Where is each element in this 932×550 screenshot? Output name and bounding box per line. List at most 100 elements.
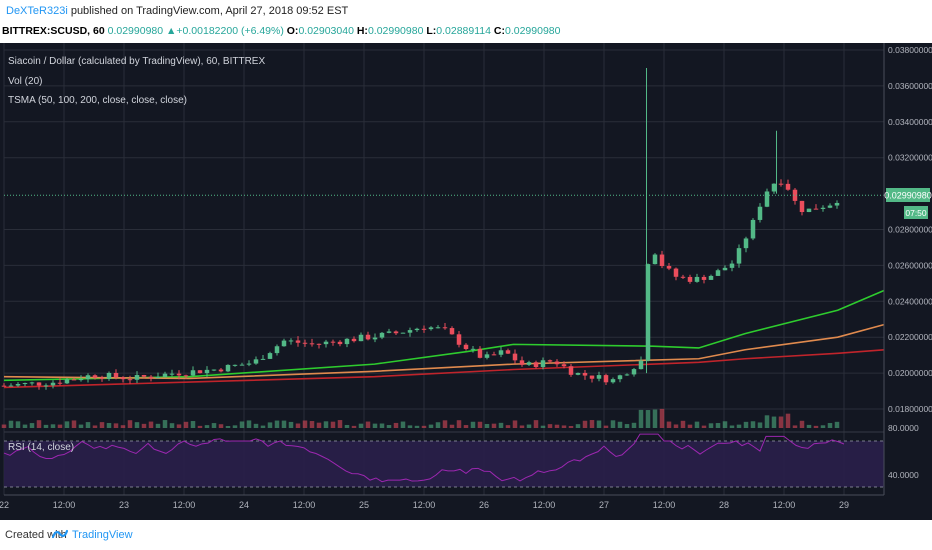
legend-rsi[interactable]: RSI (14, close) — [8, 442, 74, 453]
candle-body — [743, 238, 749, 249]
legend-tsma[interactable]: TSMA (50, 100, 200, close, close, close) — [8, 95, 187, 106]
current-price-badge — [886, 188, 930, 202]
candle-body — [512, 353, 518, 361]
volume-bar — [169, 423, 175, 428]
candle-body — [365, 334, 371, 340]
volume-bar — [827, 423, 833, 428]
candle-body — [190, 370, 196, 376]
publish-info: DeXTeR323i published on TradingView.com,… — [6, 5, 348, 17]
candle-body — [22, 383, 28, 385]
price-chart[interactable]: 0.03800000 0.03600000 0.03400000 0.03200000… — [0, 43, 932, 520]
time-axis[interactable]: 22 12:00 23 12:00 24 12:00 25 12:00 26 12:00 27 12:… — [0, 500, 849, 510]
price-tick-label: 0.03600000 — [888, 81, 932, 91]
high-value: 0.02990980 — [367, 25, 424, 37]
candle-body — [253, 359, 259, 364]
volume-bar — [673, 424, 679, 428]
candle-body — [120, 377, 126, 380]
volume-bar — [554, 424, 560, 428]
volume-bar — [365, 421, 371, 428]
legend-title[interactable]: Siacoin / Dollar (calculated by TradingV… — [8, 56, 265, 67]
volume-bar — [141, 423, 147, 428]
ohlc-line: BITTREX:SCUSD, 60 0.02990980 ▲+0.0018220… — [2, 25, 560, 37]
rsi-band — [4, 441, 884, 487]
candle-body — [232, 364, 238, 366]
candle-body — [274, 346, 280, 354]
volume-bar — [176, 424, 182, 428]
candle-body — [225, 364, 231, 372]
author-link[interactable]: DeXTeR323i — [6, 5, 68, 17]
candle-body — [148, 376, 154, 379]
ma100-line — [3, 323, 885, 380]
volume-bar — [491, 423, 497, 428]
volume-bar — [750, 421, 756, 428]
volume-bar — [582, 420, 588, 428]
volume-bar — [148, 421, 154, 428]
candle-body — [449, 328, 455, 335]
candle-body — [127, 379, 133, 381]
candle-body — [351, 338, 357, 342]
ma50-line — [3, 289, 885, 382]
volume-bar — [561, 425, 567, 428]
low-value: 0.02889114 — [436, 25, 491, 37]
candle-body — [15, 384, 21, 386]
candle-body — [358, 334, 364, 342]
candle-body — [750, 219, 756, 239]
candle-body — [617, 375, 623, 380]
candle-body — [498, 350, 504, 355]
volume-bar — [393, 422, 399, 428]
created-with: Created with — [5, 529, 67, 541]
candle-body — [764, 191, 770, 207]
candle-body — [827, 205, 833, 208]
tradingview-brand[interactable]: TradingView — [72, 529, 133, 541]
candle-body — [197, 370, 203, 374]
volume-bar — [596, 420, 602, 428]
volume-bar — [197, 425, 203, 428]
countdown-badge — [904, 206, 928, 219]
volume-bar — [106, 423, 112, 428]
volume-bar — [442, 420, 448, 428]
volume-bar — [239, 421, 245, 428]
volume-bar — [435, 422, 441, 428]
volume-bar — [813, 425, 819, 428]
volume-bar — [519, 425, 525, 428]
candle-body — [631, 369, 637, 375]
volume-bar — [85, 422, 91, 428]
rsi-axis[interactable]: 80.0000 40.0000 — [888, 423, 919, 480]
tradingview-logo-icon[interactable] — [52, 526, 68, 542]
candle-body — [169, 373, 175, 375]
candle-body — [99, 377, 105, 379]
ma200-line — [3, 348, 885, 389]
volume-bar — [722, 421, 728, 428]
candle-body — [288, 340, 294, 342]
candle-body — [792, 189, 798, 201]
candle-body — [624, 374, 630, 376]
candle-body — [638, 360, 644, 370]
candle-body — [729, 263, 735, 268]
volume-bar — [414, 425, 420, 428]
volume-bar — [358, 423, 364, 428]
candle-body — [57, 382, 63, 384]
price-axis[interactable]: 0.03800000 0.03600000 0.03400000 0.03200000… — [888, 45, 932, 414]
volume-bar — [29, 423, 35, 428]
candle-body — [435, 327, 441, 329]
volume-bar — [624, 424, 630, 428]
volume-bar — [568, 425, 574, 428]
volume-bar — [204, 425, 210, 428]
candle-body — [484, 354, 490, 358]
candle-body — [295, 340, 301, 343]
volume-bar — [834, 421, 840, 428]
volume-bar — [694, 421, 700, 428]
price-tick-label: 0.02400000 — [888, 296, 932, 306]
candle-body — [645, 264, 651, 361]
time-tick-label: 12:00 — [653, 500, 676, 510]
volume-bar — [820, 425, 826, 428]
candle-body — [799, 200, 805, 213]
volume-bar — [288, 421, 294, 428]
volume-bar — [498, 422, 504, 428]
close-value: 0.02990980 — [504, 25, 561, 37]
legend-vol[interactable]: Vol (20) — [8, 76, 42, 87]
candle-body — [596, 375, 602, 379]
volume-bar — [218, 424, 224, 428]
candle-body — [708, 275, 714, 280]
candle-body — [442, 327, 448, 329]
